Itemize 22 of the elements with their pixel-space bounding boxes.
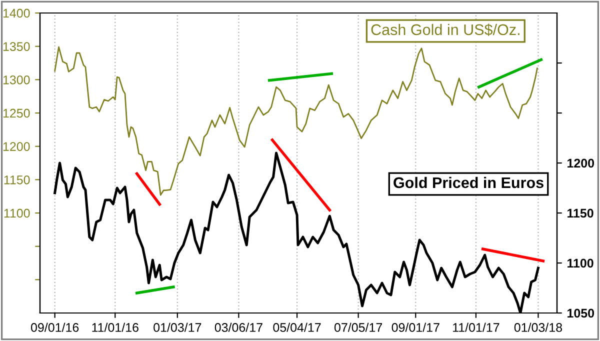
y-tick-label: 1400 [3,8,30,18]
y2-tick-label: 1200 [568,158,594,168]
y2-tick-label: 1150 [568,208,594,218]
y-tick-label: 1300 [3,75,30,84]
y2-tick-label: 1050 [568,308,594,318]
y-tick-label: 1150 [4,175,30,184]
y-tick-label: 1200 [3,142,30,151]
y2-tick-label: 1100 [568,258,594,268]
x-tick-label: 09/01/17 [392,322,440,332]
text: Gold Priced in Euros [394,176,544,188]
x-tick-label: 07/05/17 [334,322,382,332]
y-tick-label: 1250 [3,108,30,118]
x-tick-label: 09/01/16 [30,322,79,332]
series-label: Cash Gold in US$/Oz. [371,24,520,36]
x-tick-label: 11/01/16 [92,322,138,332]
y-tick-label: 1100 [4,208,30,218]
x-tick-label: 03/06/17 [214,322,262,332]
x-tick-label: 05/04/17 [273,322,321,332]
x-tick-label: 01/03/17 [154,322,202,332]
y-tick-label: 1350 [3,42,30,51]
x-tick-label: 01/03/18 [514,322,562,332]
x-tick-label: 11/01/17 [453,322,500,332]
